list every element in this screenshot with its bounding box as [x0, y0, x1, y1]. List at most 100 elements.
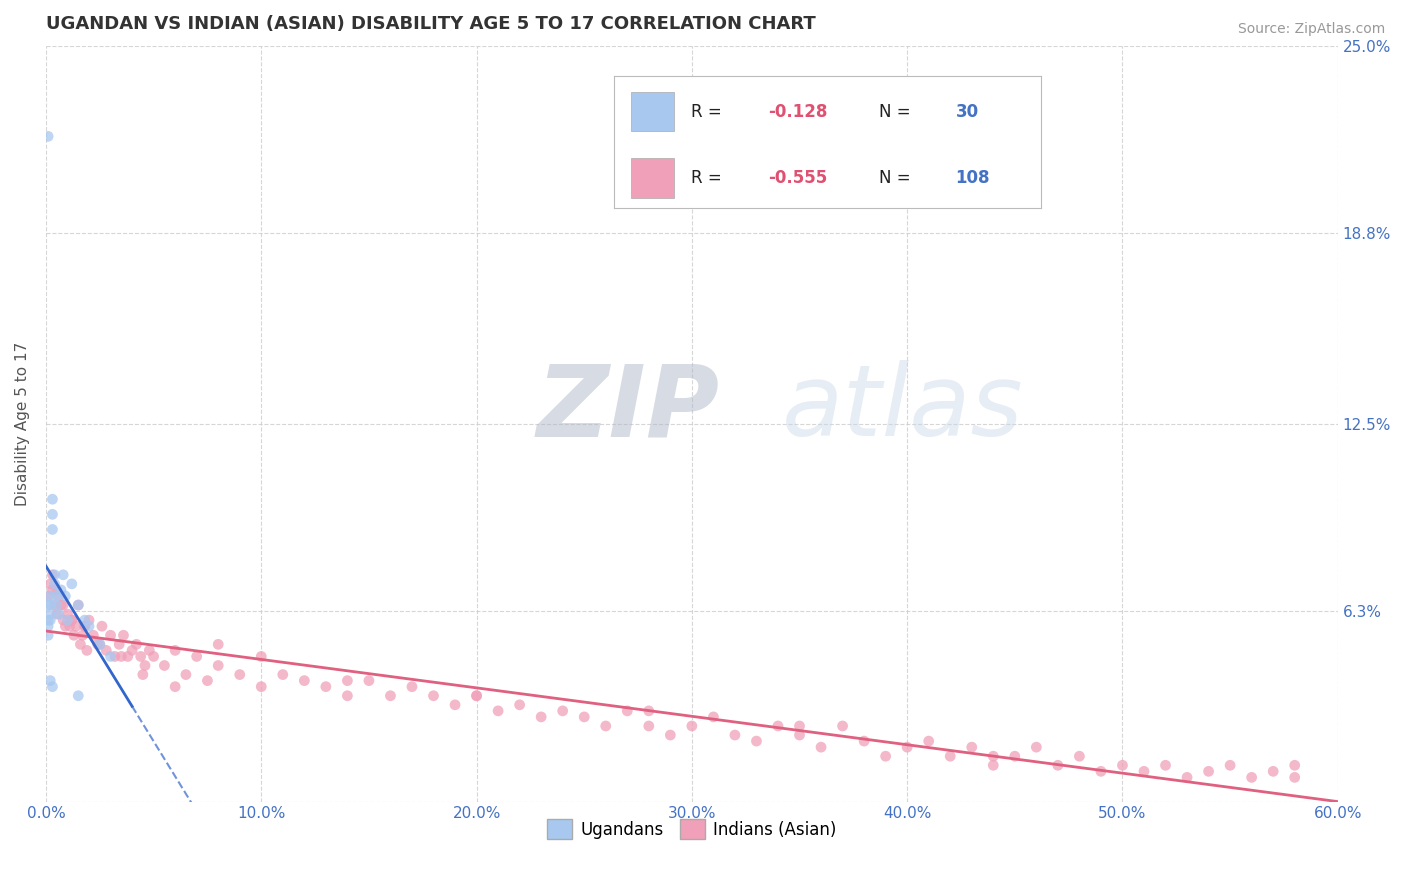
Point: [110, 649, 132, 664]
Point: [41, 492, 63, 507]
Point: [142, 649, 165, 664]
Point: [52, 598, 75, 612]
Point: [53, 619, 76, 633]
Point: [100, 628, 122, 642]
Point: [65, 619, 87, 633]
Point: [616, 704, 638, 718]
Point: [104, 649, 127, 664]
Point: [165, 680, 187, 694]
Y-axis label: Disability Age 5 to 17: Disability Age 5 to 17: [15, 342, 30, 506]
Point: [1111, 758, 1133, 772]
Point: [39, 598, 62, 612]
Point: [45, 582, 67, 597]
Point: [67, 598, 90, 612]
Point: [39, 613, 62, 627]
Point: [73, 619, 96, 633]
Point: [186, 649, 208, 664]
Point: [315, 680, 337, 694]
Point: [69, 637, 91, 651]
Point: [1133, 764, 1156, 779]
Point: [960, 740, 983, 755]
Point: [67, 598, 90, 612]
Point: [1219, 758, 1241, 772]
Point: [250, 649, 273, 664]
Point: [37, 589, 59, 603]
Point: [896, 740, 918, 755]
Point: [509, 698, 531, 712]
Point: [702, 710, 724, 724]
Text: UGANDAN VS INDIAN (ASIAN) DISABILITY AGE 5 TO 17 CORRELATION CHART: UGANDAN VS INDIAN (ASIAN) DISABILITY AGE…: [46, 15, 815, 33]
Point: [63, 628, 86, 642]
Point: [37, 598, 59, 612]
Point: [138, 643, 160, 657]
Point: [810, 740, 832, 755]
Point: [73, 613, 96, 627]
Point: [336, 689, 359, 703]
Point: [49, 582, 72, 597]
Point: [1004, 749, 1026, 764]
Point: [41, 508, 63, 522]
Point: [595, 719, 617, 733]
Point: [37, 129, 59, 144]
Point: [153, 658, 176, 673]
Point: [939, 749, 962, 764]
Point: [39, 577, 62, 591]
Point: [39, 673, 62, 688]
Point: [401, 680, 423, 694]
Point: [53, 589, 76, 603]
Point: [981, 749, 1004, 764]
Point: [45, 589, 67, 603]
Point: [250, 680, 273, 694]
Point: [1240, 771, 1263, 785]
Point: [60, 613, 83, 627]
Point: [1090, 764, 1112, 779]
Point: [41, 582, 63, 597]
Point: [1025, 740, 1047, 755]
Point: [45, 598, 67, 612]
Point: [39, 607, 62, 621]
Point: [336, 673, 359, 688]
Point: [465, 689, 488, 703]
Text: atlas: atlas: [782, 360, 1024, 457]
Point: [117, 649, 139, 664]
Point: [121, 643, 143, 657]
Point: [174, 667, 197, 681]
Point: [77, 613, 100, 627]
Text: Source: ZipAtlas.com: Source: ZipAtlas.com: [1237, 22, 1385, 37]
Point: [73, 619, 96, 633]
Point: [112, 628, 135, 642]
Point: [1069, 749, 1091, 764]
Point: [380, 689, 402, 703]
Point: [82, 628, 104, 642]
Point: [875, 749, 897, 764]
Point: [292, 673, 315, 688]
Point: [60, 577, 83, 591]
Point: [724, 728, 747, 742]
Point: [108, 637, 131, 651]
Point: [1284, 758, 1306, 772]
Point: [56, 607, 79, 621]
Point: [1198, 764, 1220, 779]
Point: [745, 734, 768, 748]
Point: [72, 628, 94, 642]
Point: [197, 673, 219, 688]
Point: [1284, 771, 1306, 785]
Point: [67, 689, 90, 703]
Point: [86, 637, 108, 651]
Point: [41, 567, 63, 582]
Point: [49, 598, 72, 612]
Point: [229, 667, 252, 681]
Point: [574, 710, 596, 724]
Point: [637, 704, 659, 718]
Point: [789, 728, 811, 742]
Point: [271, 667, 294, 681]
Point: [41, 680, 63, 694]
Point: [637, 719, 659, 733]
Point: [918, 734, 941, 748]
Point: [831, 719, 853, 733]
Point: [37, 628, 59, 642]
Point: [77, 619, 100, 633]
Point: [422, 689, 444, 703]
Point: [1175, 771, 1198, 785]
Point: [96, 643, 118, 657]
